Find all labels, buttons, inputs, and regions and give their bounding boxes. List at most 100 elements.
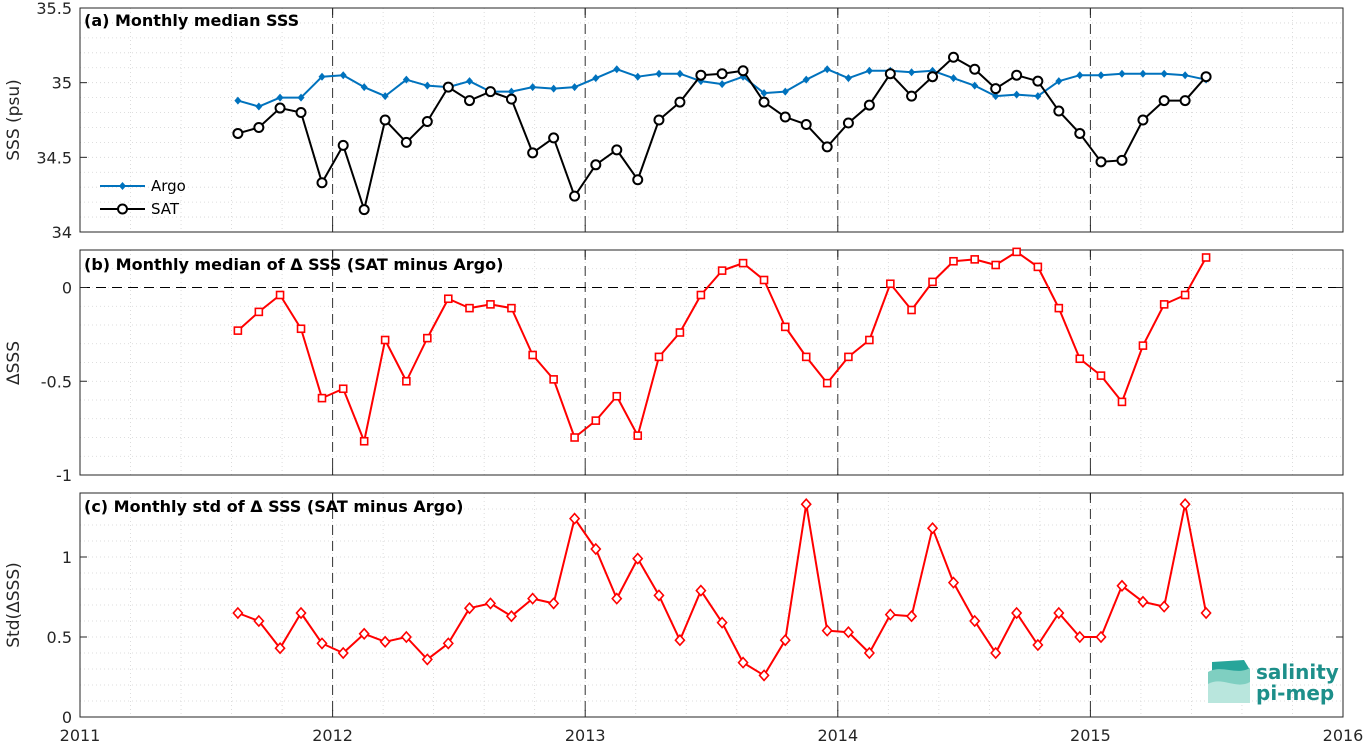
data-point	[1011, 69, 1023, 81]
data-point	[718, 80, 726, 89]
data-point	[379, 114, 391, 126]
data-point	[443, 294, 453, 304]
x-tick-label: 2015	[1070, 726, 1111, 745]
panel-c-title: (c) Monthly std of Δ SSS (SAT minus Argo…	[84, 497, 463, 516]
data-point	[505, 610, 518, 623]
data-point	[1076, 71, 1084, 80]
data-point	[466, 77, 474, 86]
data-point	[844, 352, 853, 362]
data-point	[529, 83, 537, 92]
data-point	[844, 74, 852, 83]
x-tick-label: 2011	[60, 726, 101, 745]
data-point	[548, 597, 560, 610]
data-point	[1179, 498, 1191, 511]
data-point	[821, 624, 833, 637]
data-point	[1011, 606, 1023, 620]
data-point	[486, 300, 495, 309]
data-point	[779, 111, 791, 123]
data-point	[465, 303, 474, 313]
data-point	[947, 576, 960, 589]
panel-b-ylabel: ΔSSS	[4, 341, 24, 385]
panel-a: 34 34.5 35 35.5	[36, 0, 1344, 242]
data-point	[1053, 105, 1065, 117]
data-point	[1012, 247, 1021, 257]
data-point	[949, 256, 958, 266]
data-point	[569, 190, 581, 202]
data-point	[463, 602, 476, 615]
data-point	[884, 608, 896, 621]
data-point	[402, 376, 411, 386]
data-point	[297, 93, 305, 102]
data-point	[276, 93, 284, 102]
y-tick-label: 35.5	[36, 0, 72, 18]
data-point	[971, 81, 979, 90]
data-point	[337, 139, 349, 151]
data-point	[908, 68, 916, 77]
data-point	[676, 69, 684, 78]
series-sat	[232, 51, 1212, 216]
data-point	[571, 83, 579, 92]
x-tick-label: 2013	[565, 726, 606, 745]
data-point	[1097, 71, 1105, 80]
legend: Argo SAT	[100, 177, 186, 218]
data-point	[590, 159, 602, 171]
data-point	[926, 522, 939, 535]
data-point	[970, 255, 980, 264]
data-point	[611, 144, 623, 156]
data-point	[1117, 397, 1127, 407]
data-point	[570, 433, 579, 442]
data-point	[591, 416, 601, 425]
data-point	[1158, 600, 1170, 613]
data-point	[1137, 595, 1149, 608]
data-point	[969, 614, 981, 628]
data-point	[928, 277, 937, 287]
data-point	[233, 326, 243, 335]
data-point	[1116, 154, 1128, 166]
panel-c-ylabel: Std(ΔSSS)	[4, 562, 24, 648]
data-point	[758, 96, 770, 108]
data-point	[507, 87, 515, 96]
data-point	[1139, 69, 1147, 78]
data-point	[822, 378, 832, 388]
y-tick-label: 0	[62, 708, 72, 727]
data-point	[1096, 371, 1106, 380]
legend-sat-marker	[117, 203, 128, 215]
data-point	[316, 637, 328, 650]
y-tick-label: -1	[56, 466, 72, 485]
data-point	[634, 72, 642, 81]
data-point	[716, 616, 728, 629]
series-delta-b	[233, 247, 1211, 446]
data-point	[339, 71, 347, 80]
data-point	[633, 431, 643, 440]
data-point	[780, 322, 790, 332]
salinity-pi-mep-logo: salinity pi-mep	[1208, 660, 1339, 705]
data-point	[1032, 638, 1044, 652]
plot-area	[80, 8, 1343, 232]
data-point	[801, 352, 811, 362]
panel-a-title: (a) Monthly median SSS	[84, 11, 299, 30]
data-point	[527, 147, 539, 159]
data-point	[1054, 303, 1064, 313]
data-point	[696, 290, 706, 300]
data-point	[421, 653, 433, 666]
data-point	[1095, 630, 1107, 644]
data-point	[1075, 354, 1085, 364]
data-point	[611, 592, 623, 605]
data-point	[381, 92, 389, 101]
data-point	[990, 646, 1002, 660]
data-point	[717, 266, 727, 275]
data-point	[548, 132, 560, 144]
legend-argo-label: Argo	[151, 177, 186, 195]
axes-frame	[79, 492, 1344, 718]
data-point	[716, 68, 728, 80]
data-point	[1116, 579, 1128, 592]
data-point	[653, 114, 665, 126]
series-delta-c	[232, 498, 1212, 682]
data-point	[316, 177, 328, 189]
panel-c: 00.51	[47, 492, 1344, 727]
data-point	[969, 63, 981, 75]
data-point	[1032, 75, 1044, 87]
data-point	[254, 307, 264, 317]
data-point	[234, 96, 242, 105]
